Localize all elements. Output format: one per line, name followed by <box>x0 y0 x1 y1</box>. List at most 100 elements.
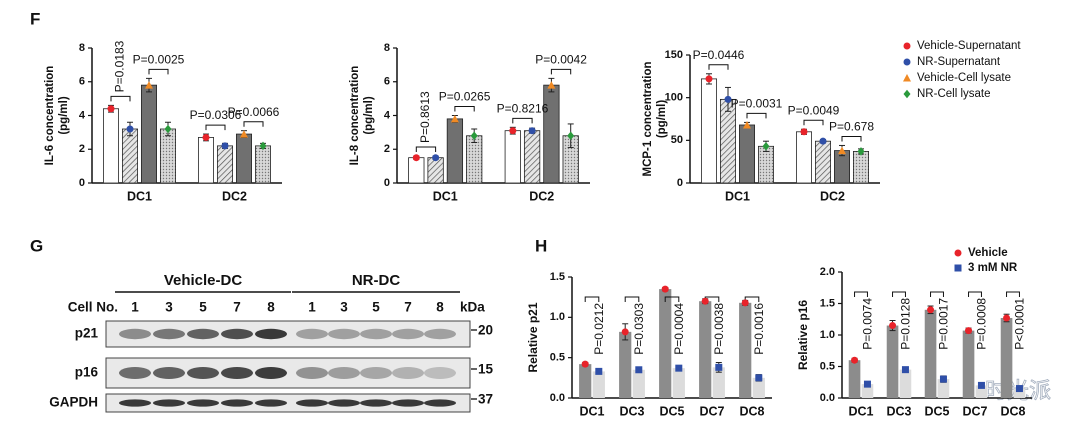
kda-value: 20 <box>478 323 493 338</box>
p-value: P=0.0031 <box>731 97 783 111</box>
bar <box>159 128 176 184</box>
data-point <box>107 105 115 113</box>
data-point <box>800 128 808 136</box>
data-point <box>509 127 517 135</box>
legend-label: NR-Cell lysate <box>917 88 991 100</box>
y-axis-label: (pg/ml) <box>656 100 668 138</box>
data-point <box>432 154 440 162</box>
y-axis-label: (pg/ml) <box>58 96 70 134</box>
p-value: P=0.0008 <box>975 298 989 350</box>
bar <box>962 330 975 398</box>
lane-label: 7 <box>404 300 412 315</box>
kda-label: kDa <box>460 300 485 315</box>
kda-value: 37 <box>478 392 493 407</box>
y-tick-label: 0.0 <box>820 392 835 404</box>
bar <box>699 301 712 398</box>
bar <box>408 157 425 184</box>
lane-label: 8 <box>436 300 444 315</box>
y-tick-label: 0 <box>384 177 390 189</box>
blot-band <box>392 328 424 340</box>
bar <box>446 118 464 184</box>
y-tick-label: 100 <box>665 92 683 104</box>
row-label: p21 <box>75 326 99 341</box>
panel-label: H <box>535 236 547 255</box>
p-value: P=0.0212 <box>592 303 606 355</box>
legend: Vehicle 3 mM NR <box>968 247 1018 274</box>
data-point <box>1003 314 1011 322</box>
legend-label: Vehicle-Supernatant <box>917 40 1021 52</box>
legend-marker <box>903 58 911 66</box>
bar <box>886 325 899 398</box>
blot-band <box>221 367 253 379</box>
p-value: P=0.0025 <box>133 53 185 67</box>
x-tick-label: DC2 <box>222 189 247 203</box>
data-point <box>661 285 669 293</box>
data-point <box>927 306 935 314</box>
y-tick-label: 8 <box>79 42 85 54</box>
blot-band <box>119 328 151 340</box>
kda-value: 15 <box>478 362 494 377</box>
lane-label: 1 <box>308 300 316 315</box>
lane-label: 3 <box>340 300 348 315</box>
legend-marker <box>903 74 911 82</box>
data-point <box>1015 385 1023 393</box>
lane-label: 7 <box>233 300 241 315</box>
p-value: P=0.8613 <box>418 91 432 143</box>
y-tick-label: 0.5 <box>550 352 565 364</box>
data-point <box>567 131 575 141</box>
p-value: P=0.0265 <box>439 90 491 104</box>
p-value: P=0.0066 <box>228 105 280 119</box>
p-value: P=0.0049 <box>788 103 840 117</box>
data-point <box>145 81 153 89</box>
bar <box>815 140 832 184</box>
p-value: P=0.0183 <box>113 40 127 92</box>
y-tick-label: 0.0 <box>550 392 565 404</box>
y-tick-label: 0 <box>79 177 85 189</box>
p-value: P=0.0128 <box>899 298 913 350</box>
p-value: P=0.0038 <box>712 303 726 355</box>
bar <box>899 369 912 398</box>
bar <box>197 137 214 184</box>
y-tick-label: 6 <box>384 76 390 88</box>
blot-strip <box>105 393 471 413</box>
y-axis-label: MCP-1 concentration <box>642 61 654 176</box>
y-axis-label: IL-8 concentration <box>349 66 361 166</box>
blot-band <box>153 367 185 379</box>
y-axis-label: Relative p21 <box>526 302 540 372</box>
x-tick-label: DC3 <box>619 404 644 418</box>
legend-marker <box>903 89 911 99</box>
legend-label: NR-Supernatant <box>917 56 1001 68</box>
data-point <box>240 130 248 138</box>
data-point <box>470 131 478 141</box>
bar <box>504 130 521 184</box>
panel-label: F <box>30 9 40 28</box>
significance-bracket <box>664 296 680 302</box>
y-tick-label: 50 <box>671 134 683 146</box>
lane-label: 5 <box>372 300 380 315</box>
x-tick-label: DC1 <box>725 189 750 203</box>
significance-bracket <box>110 95 131 102</box>
significance-bracket <box>968 291 982 297</box>
significance-bracket <box>550 68 572 75</box>
data-point <box>701 297 709 305</box>
data-point <box>581 360 589 368</box>
x-tick-label: DC1 <box>848 404 873 418</box>
data-point <box>202 133 210 141</box>
bar <box>579 364 592 398</box>
chart: 0.0 0.5 1.0 1.5 Relative p21 DC1 DC3 DC5 DC7 DC8 P… <box>526 271 772 418</box>
bar <box>592 371 605 398</box>
bar <box>122 128 139 184</box>
bar <box>427 157 444 184</box>
p-value: P<0.0001 <box>1013 298 1027 350</box>
group-label: NR-DC <box>352 272 400 289</box>
blot-band <box>187 328 219 340</box>
y-axis-label: (pg/ml) <box>363 96 375 134</box>
blot-band <box>424 328 456 340</box>
p-value: P=0.0042 <box>535 53 587 67</box>
data-point <box>715 363 723 371</box>
significance-bracket <box>454 106 475 112</box>
blot-band <box>119 367 151 379</box>
significance-bracket <box>708 64 729 70</box>
blot-band <box>296 399 328 407</box>
lane-label: 5 <box>199 300 207 315</box>
